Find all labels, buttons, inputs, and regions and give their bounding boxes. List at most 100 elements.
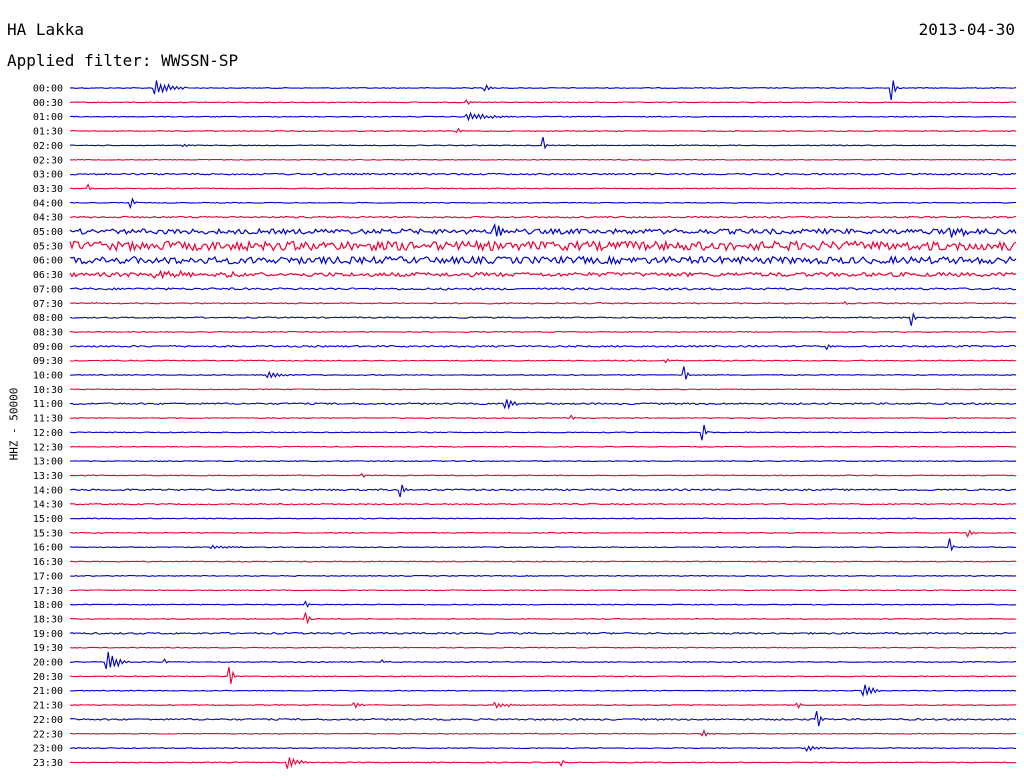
seismic-trace xyxy=(69,300,1017,306)
seismic-trace xyxy=(69,600,1017,608)
seismic-trace xyxy=(69,287,1017,291)
row-time-label: 07:30 xyxy=(33,299,63,310)
seismic-trace xyxy=(70,473,1017,478)
row-time-label: 23:30 xyxy=(33,758,63,769)
row-time-label: 17:30 xyxy=(33,586,63,597)
seismic-trace xyxy=(69,215,1017,219)
row-time-label: 21:30 xyxy=(33,701,63,712)
station-title: HA Lakka xyxy=(7,20,85,39)
seismic-trace xyxy=(69,414,1017,420)
row-time-label: 12:00 xyxy=(33,428,63,439)
row-time-label: 05:00 xyxy=(33,227,63,238)
row-time-label: 00:30 xyxy=(33,98,63,109)
row-time-label: 03:30 xyxy=(33,184,63,195)
seismic-trace xyxy=(69,646,1017,649)
seismic-trace xyxy=(69,399,1017,410)
seismic-trace xyxy=(69,158,1017,161)
seismic-trace xyxy=(69,254,1017,266)
seismic-trace xyxy=(69,502,1017,506)
row-time-label: 05:30 xyxy=(33,241,63,252)
row-time-label: 08:00 xyxy=(33,313,63,324)
seismic-trace xyxy=(69,366,1017,380)
row-time-label: 17:00 xyxy=(33,571,63,582)
row-time-label: 01:00 xyxy=(33,112,63,123)
row-time-label: 03:00 xyxy=(33,170,63,181)
seismic-trace xyxy=(69,484,1017,498)
seismic-trace xyxy=(69,745,1016,753)
row-time-label: 11:30 xyxy=(33,414,63,425)
row-time-label: 13:30 xyxy=(33,471,63,482)
seismic-trace xyxy=(69,631,1017,635)
row-time-label: 18:30 xyxy=(33,614,63,625)
row-time-label: 19:30 xyxy=(33,643,63,654)
row-time-label: 22:30 xyxy=(33,729,63,740)
seismic-trace xyxy=(69,710,1017,727)
seismic-trace xyxy=(69,538,1017,552)
row-time-label: 19:00 xyxy=(33,629,63,640)
row-time-label: 00:00 xyxy=(33,84,63,95)
seismic-trace xyxy=(69,612,1017,625)
row-time-label: 16:00 xyxy=(33,543,63,554)
seismic-trace xyxy=(69,684,1017,698)
filter-label: Applied filter: WWSSN-SP xyxy=(7,51,239,70)
row-time-label: 06:30 xyxy=(33,270,63,281)
row-time-label: 23:00 xyxy=(33,744,63,755)
seismic-trace xyxy=(69,344,1017,351)
seismic-trace xyxy=(69,80,1017,101)
row-time-label: 15:00 xyxy=(33,514,63,525)
row-time-label: 02:30 xyxy=(33,155,63,166)
row-time-label: 20:30 xyxy=(33,672,63,683)
seismic-trace xyxy=(69,517,1017,520)
seismic-trace xyxy=(69,460,1017,463)
row-time-label: 20:00 xyxy=(33,658,63,669)
row-time-label: 16:30 xyxy=(33,557,63,568)
seismic-trace xyxy=(69,424,1017,441)
seismic-trace xyxy=(69,127,1017,134)
row-time-label: 06:00 xyxy=(33,256,63,267)
seismic-trace xyxy=(69,269,1017,280)
seismic-trace xyxy=(69,666,1017,684)
row-time-label: 10:00 xyxy=(33,371,63,382)
seismic-trace xyxy=(69,183,1017,191)
row-time-label: 14:30 xyxy=(33,500,63,511)
seismic-trace xyxy=(69,172,1017,176)
row-time-label: 18:00 xyxy=(33,600,63,611)
row-time-label: 09:30 xyxy=(33,356,63,367)
seismic-trace xyxy=(69,560,1017,563)
seismic-trace xyxy=(69,99,1017,106)
row-time-label: 22:00 xyxy=(33,715,63,726)
seismic-trace xyxy=(69,529,1017,538)
seismic-trace xyxy=(69,358,1017,364)
seismic-trace xyxy=(69,729,1016,737)
row-time-label: 11:00 xyxy=(33,399,63,410)
row-time-label: 10:30 xyxy=(33,385,63,396)
seismic-trace xyxy=(69,239,1017,253)
seismic-trace xyxy=(69,331,1017,333)
row-time-label: 12:30 xyxy=(33,442,63,453)
row-time-label: 15:30 xyxy=(33,528,63,539)
seismic-trace xyxy=(70,589,1017,592)
seismic-trace xyxy=(69,197,1017,210)
seismic-trace xyxy=(69,111,1016,122)
seismic-trace xyxy=(69,701,1017,709)
row-time-label: 09:00 xyxy=(33,342,63,353)
row-time-label: 13:00 xyxy=(33,457,63,468)
row-time-label: 04:30 xyxy=(33,213,63,224)
seismic-trace xyxy=(69,388,1017,391)
row-time-label: 08:30 xyxy=(33,327,63,338)
seismic-trace xyxy=(69,311,1017,326)
seismic-trace xyxy=(69,574,1017,577)
row-time-label: 04:00 xyxy=(33,198,63,209)
seismic-trace xyxy=(70,757,1017,769)
row-time-label: 14:00 xyxy=(33,485,63,496)
row-time-label: 07:00 xyxy=(33,284,63,295)
seismic-trace xyxy=(69,222,1017,238)
row-time-label: 21:00 xyxy=(33,686,63,697)
date-label: 2013-04-30 xyxy=(918,20,1015,39)
seismic-trace xyxy=(70,651,1017,670)
row-time-label: 01:30 xyxy=(33,127,63,138)
seismic-trace xyxy=(69,445,1017,448)
row-time-label: 02:00 xyxy=(33,141,63,152)
seismic-trace xyxy=(69,136,1016,150)
